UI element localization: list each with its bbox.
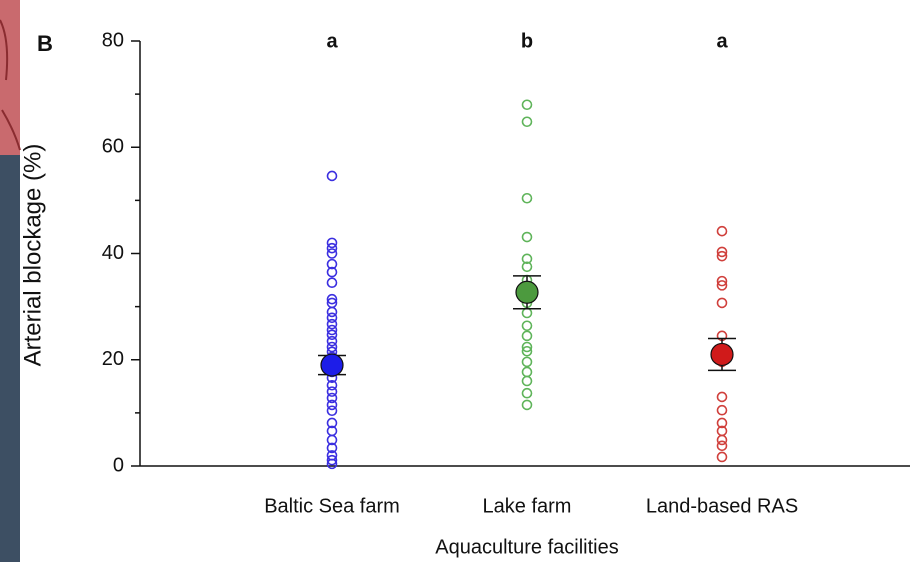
data-point xyxy=(716,280,728,291)
data-point xyxy=(326,386,338,397)
data-point xyxy=(521,341,533,353)
x-tick-label: Land-based RAS xyxy=(646,495,798,517)
data-point xyxy=(521,345,533,357)
data-point xyxy=(326,392,338,404)
photo-strip xyxy=(0,0,20,155)
data-point xyxy=(521,366,533,378)
y-tick-label: 40 xyxy=(102,242,124,264)
data-point xyxy=(326,458,338,470)
x-tick-label: Lake farm xyxy=(483,495,572,517)
data-point xyxy=(326,258,338,270)
data-point xyxy=(521,399,533,411)
y-tick-label: 60 xyxy=(102,136,124,158)
data-point xyxy=(716,275,728,287)
data-point xyxy=(521,387,533,399)
data-point xyxy=(716,451,728,463)
data-point xyxy=(326,237,338,249)
mean-marker xyxy=(515,280,539,304)
data-point xyxy=(326,442,338,454)
data-point xyxy=(326,434,338,446)
y-tick-label: 80 xyxy=(102,29,124,51)
dark-strip xyxy=(0,155,20,562)
data-point xyxy=(326,379,338,391)
significance-letter: b xyxy=(521,30,533,52)
data-point xyxy=(716,246,728,258)
data-point xyxy=(326,329,338,341)
data-point xyxy=(521,116,533,128)
data-point xyxy=(326,324,338,336)
data-point xyxy=(716,434,728,446)
data-point xyxy=(521,375,533,387)
x-axis-label: Aquaculture facilities xyxy=(435,536,618,558)
data-point xyxy=(521,320,533,332)
data-point xyxy=(326,341,338,353)
data-point xyxy=(326,306,338,318)
y-axis-label: Arterial blockage (%) xyxy=(19,144,46,367)
significance-letter: a xyxy=(716,30,728,52)
data-point xyxy=(326,417,338,429)
data-point xyxy=(716,297,728,309)
data-point xyxy=(716,417,728,429)
data-point xyxy=(326,242,338,254)
significance-letter: a xyxy=(326,30,338,52)
y-tick-label: 0 xyxy=(113,454,124,476)
data-point xyxy=(521,99,533,111)
data-point xyxy=(326,170,338,182)
photo-detail xyxy=(0,19,21,151)
data-point xyxy=(716,225,728,237)
data-point xyxy=(521,307,533,319)
data-point xyxy=(716,404,728,416)
data-point xyxy=(326,293,338,305)
data-point xyxy=(716,440,728,452)
data-point xyxy=(521,231,533,243)
data-point xyxy=(521,261,533,273)
data-point xyxy=(521,356,533,368)
data-point xyxy=(326,318,338,330)
data-point xyxy=(326,312,338,324)
data-point xyxy=(326,248,338,259)
data-point xyxy=(326,266,338,278)
mean-marker xyxy=(320,353,344,377)
data-point xyxy=(326,454,338,466)
data-point xyxy=(326,399,338,411)
x-tick-label: Baltic Sea farm xyxy=(264,495,400,517)
data-point xyxy=(716,391,728,403)
data-point xyxy=(326,335,338,347)
data-point xyxy=(521,192,533,204)
data-point xyxy=(521,253,533,265)
data-point xyxy=(521,330,533,342)
data-point xyxy=(326,405,338,417)
panel-label: B xyxy=(37,31,53,56)
data-point xyxy=(326,277,338,289)
data-point xyxy=(716,250,728,262)
y-tick-label: 20 xyxy=(102,348,124,370)
mean-marker xyxy=(710,342,734,367)
